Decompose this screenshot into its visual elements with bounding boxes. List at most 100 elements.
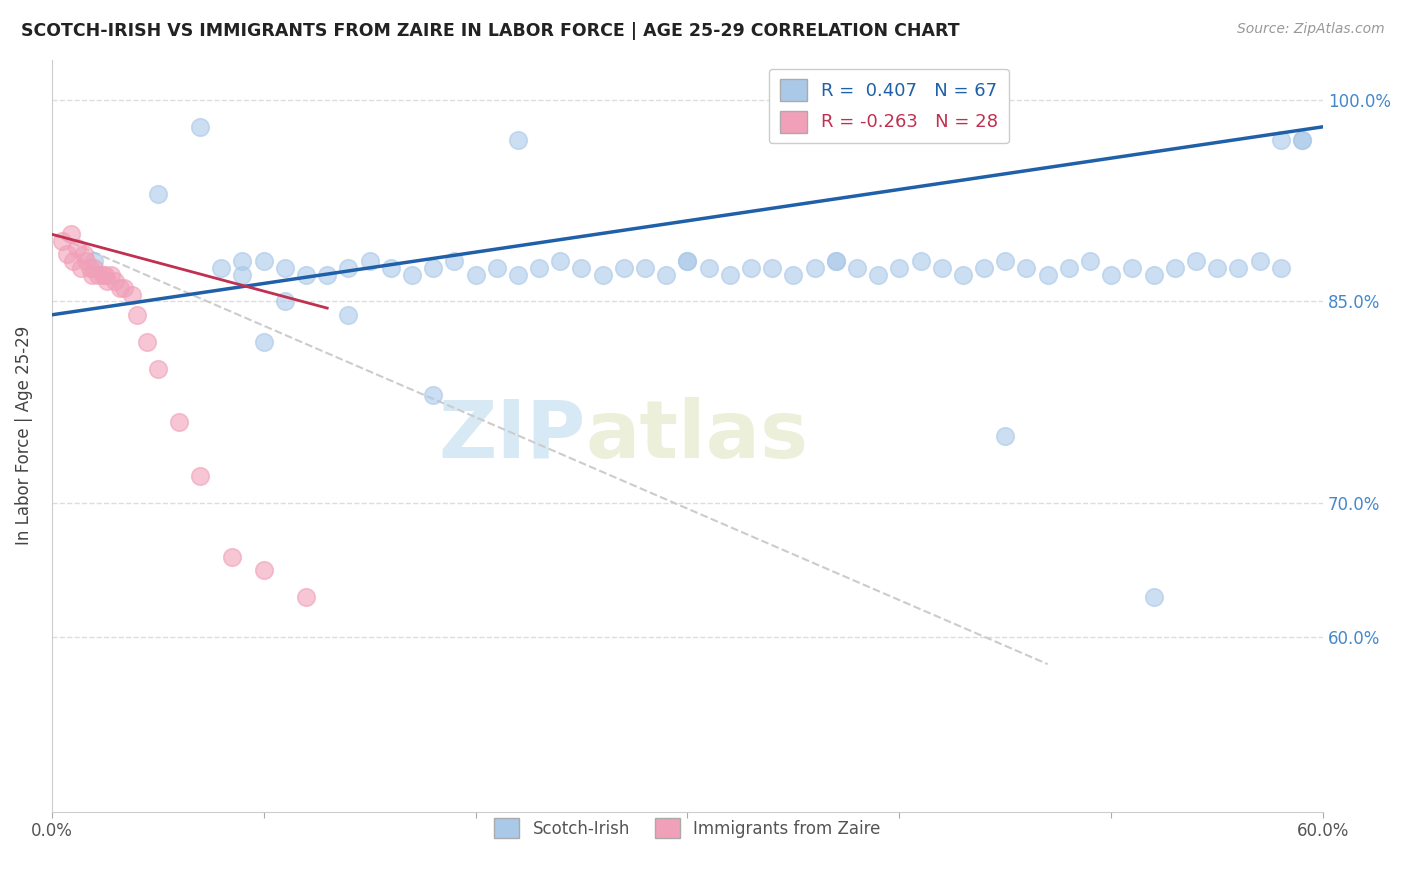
Y-axis label: In Labor Force | Age 25-29: In Labor Force | Age 25-29	[15, 326, 32, 545]
Point	[422, 388, 444, 402]
Point	[380, 260, 402, 275]
Point	[1249, 254, 1271, 268]
Point	[93, 268, 115, 282]
Point	[121, 287, 143, 301]
Point	[83, 260, 105, 275]
Point	[718, 268, 741, 282]
Point	[846, 260, 869, 275]
Point	[634, 260, 657, 275]
Point	[506, 268, 529, 282]
Point	[676, 254, 699, 268]
Point	[527, 260, 550, 275]
Text: ZIP: ZIP	[439, 397, 586, 475]
Point	[1227, 260, 1250, 275]
Point	[592, 268, 614, 282]
Point	[87, 268, 110, 282]
Point	[59, 227, 82, 242]
Point	[274, 294, 297, 309]
Point	[1036, 268, 1059, 282]
Point	[188, 469, 211, 483]
Point	[104, 274, 127, 288]
Point	[231, 254, 253, 268]
Legend: Scotch-Irish, Immigrants from Zaire: Scotch-Irish, Immigrants from Zaire	[488, 811, 887, 845]
Point	[146, 186, 169, 201]
Point	[72, 247, 94, 261]
Point	[112, 281, 135, 295]
Point	[167, 415, 190, 429]
Point	[337, 308, 360, 322]
Point	[295, 590, 318, 604]
Point	[1164, 260, 1187, 275]
Point	[295, 268, 318, 282]
Point	[485, 260, 508, 275]
Point	[571, 260, 593, 275]
Point	[910, 254, 932, 268]
Point	[316, 268, 339, 282]
Point	[506, 133, 529, 147]
Point	[1291, 133, 1313, 147]
Point	[79, 260, 101, 275]
Point	[1185, 254, 1208, 268]
Point	[51, 234, 73, 248]
Point	[1142, 590, 1164, 604]
Point	[1270, 133, 1292, 147]
Point	[824, 254, 846, 268]
Point	[100, 268, 122, 282]
Point	[62, 254, 84, 268]
Text: atlas: atlas	[586, 397, 808, 475]
Point	[697, 260, 720, 275]
Point	[221, 549, 243, 564]
Point	[889, 260, 911, 275]
Point	[740, 260, 762, 275]
Point	[464, 268, 486, 282]
Point	[108, 281, 131, 295]
Point	[188, 120, 211, 134]
Point	[782, 268, 804, 282]
Point	[655, 268, 678, 282]
Point	[550, 254, 572, 268]
Point	[868, 268, 890, 282]
Point	[253, 334, 276, 349]
Point	[55, 247, 77, 261]
Point	[359, 254, 381, 268]
Point	[1121, 260, 1143, 275]
Point	[994, 428, 1017, 442]
Point	[1206, 260, 1229, 275]
Point	[973, 260, 995, 275]
Point	[96, 274, 118, 288]
Point	[1291, 133, 1313, 147]
Point	[613, 260, 636, 275]
Point	[994, 254, 1017, 268]
Point	[75, 254, 97, 268]
Point	[761, 260, 783, 275]
Point	[136, 334, 159, 349]
Point	[824, 254, 846, 268]
Point	[952, 268, 974, 282]
Point	[931, 260, 953, 275]
Point	[253, 563, 276, 577]
Point	[80, 268, 103, 282]
Point	[209, 260, 232, 275]
Point	[1078, 254, 1101, 268]
Text: Source: ZipAtlas.com: Source: ZipAtlas.com	[1237, 22, 1385, 37]
Point	[337, 260, 360, 275]
Point	[91, 268, 114, 282]
Point	[803, 260, 825, 275]
Point	[83, 254, 105, 268]
Point	[1015, 260, 1038, 275]
Point	[443, 254, 465, 268]
Point	[676, 254, 699, 268]
Point	[401, 268, 423, 282]
Point	[231, 268, 253, 282]
Point	[70, 260, 93, 275]
Point	[1270, 260, 1292, 275]
Point	[274, 260, 297, 275]
Point	[146, 361, 169, 376]
Point	[1057, 260, 1080, 275]
Point	[1142, 268, 1164, 282]
Point	[125, 308, 148, 322]
Point	[1099, 268, 1122, 282]
Point	[66, 241, 89, 255]
Point	[253, 254, 276, 268]
Text: SCOTCH-IRISH VS IMMIGRANTS FROM ZAIRE IN LABOR FORCE | AGE 25-29 CORRELATION CHA: SCOTCH-IRISH VS IMMIGRANTS FROM ZAIRE IN…	[21, 22, 960, 40]
